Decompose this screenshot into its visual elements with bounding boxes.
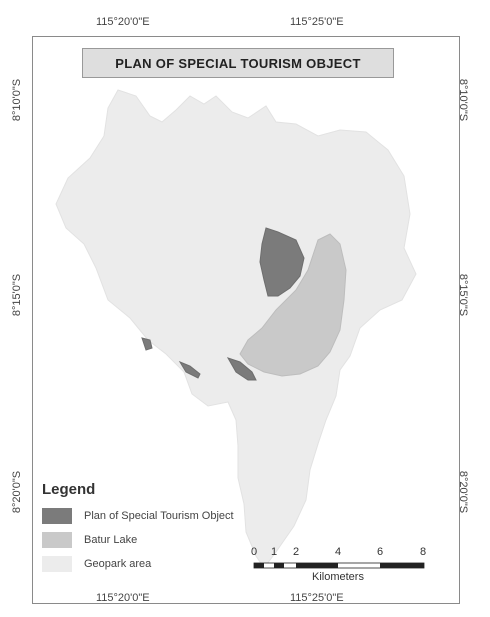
legend-item-tourism: Plan of Special Tourism Object [42, 508, 234, 524]
geopark-area [55, 89, 417, 569]
scale-tick-4: 4 [335, 546, 342, 558]
scale-tick-8: 8 [420, 546, 427, 558]
tourism-object-patch-2 [141, 337, 153, 351]
scale-tick-2: 2 [293, 546, 300, 558]
scale-bar [253, 562, 425, 569]
coord-top-left: 115°20'0"E [96, 16, 150, 28]
legend-swatch-geopark [42, 556, 72, 572]
legend-label-tourism: Plan of Special Tourism Object [84, 510, 234, 522]
coord-top-right: 115°25'0"E [290, 16, 344, 28]
coord-bottom-right: 115°25'0"E [290, 592, 344, 604]
legend-swatch-tourism [42, 508, 72, 524]
legend-swatch-lake [42, 532, 72, 548]
batur-lake [239, 233, 347, 377]
legend-item-lake: Batur Lake [42, 532, 137, 548]
scale-tick-1: 1 [271, 546, 278, 558]
legend-label-lake: Batur Lake [84, 534, 138, 546]
map-title-box: PLAN OF SPECIAL TOURISM OBJECT [82, 48, 394, 78]
scale-tick-0: 0 [251, 546, 258, 558]
scale-unit: Kilometers [312, 571, 364, 583]
legend-label-geopark: Geopark area [84, 558, 152, 570]
scale-tick-6: 6 [377, 546, 384, 558]
coord-bottom-left: 115°20'0"E [96, 592, 150, 604]
legend-title: Legend [42, 481, 96, 498]
tourism-object-patch-3 [178, 360, 201, 379]
tourism-object-main [259, 227, 305, 297]
map-title: PLAN OF SPECIAL TOURISM OBJECT [115, 55, 361, 71]
tourism-object-patch-1 [226, 357, 257, 381]
legend-item-geopark: Geopark area [42, 556, 151, 572]
